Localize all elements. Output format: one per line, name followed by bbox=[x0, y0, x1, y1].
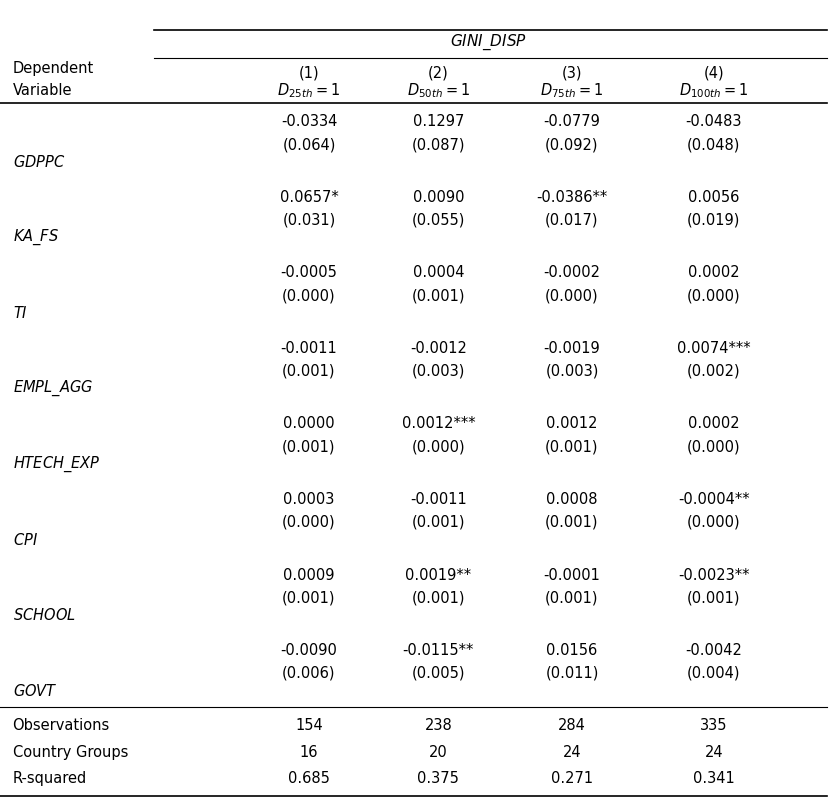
Text: Country Groups: Country Groups bbox=[13, 745, 128, 760]
Text: (0.000): (0.000) bbox=[687, 515, 741, 530]
Text: 0.271: 0.271 bbox=[551, 771, 593, 786]
Text: R-squared: R-squared bbox=[13, 771, 87, 786]
Text: (0.000): (0.000) bbox=[282, 515, 336, 530]
Text: 0.0056: 0.0056 bbox=[688, 190, 740, 205]
Text: 24: 24 bbox=[563, 745, 581, 760]
Text: (0.001): (0.001) bbox=[282, 363, 336, 379]
Text: -0.0011: -0.0011 bbox=[410, 492, 467, 507]
Text: 0.0012***: 0.0012*** bbox=[402, 417, 475, 431]
Text: $D_{50th}=1$: $D_{50th}=1$ bbox=[407, 81, 470, 101]
Text: (0.001): (0.001) bbox=[687, 590, 741, 605]
Text: $\it{KA\_FS}$: $\it{KA\_FS}$ bbox=[13, 228, 58, 247]
Text: (0.087): (0.087) bbox=[412, 137, 465, 152]
Text: 0.0090: 0.0090 bbox=[412, 190, 464, 205]
Text: (3): (3) bbox=[562, 66, 582, 80]
Text: (0.001): (0.001) bbox=[545, 515, 599, 530]
Text: (0.011): (0.011) bbox=[545, 666, 599, 680]
Text: Variable: Variable bbox=[13, 84, 72, 98]
Text: 0.0003: 0.0003 bbox=[283, 492, 335, 507]
Text: (0.000): (0.000) bbox=[545, 288, 599, 303]
Text: 0.685: 0.685 bbox=[288, 771, 330, 786]
Text: -0.0023**: -0.0023** bbox=[678, 568, 750, 582]
Text: (0.005): (0.005) bbox=[412, 666, 465, 680]
Text: $\it{SCHOOL}$: $\it{SCHOOL}$ bbox=[13, 607, 75, 623]
Text: $\it{HTECH\_EXP}$: $\it{HTECH\_EXP}$ bbox=[13, 454, 100, 474]
Text: (0.000): (0.000) bbox=[687, 439, 741, 454]
Text: (0.048): (0.048) bbox=[687, 137, 741, 152]
Text: $D_{25th}=1$: $D_{25th}=1$ bbox=[277, 81, 341, 101]
Text: 0.0008: 0.0008 bbox=[546, 492, 598, 507]
Text: (0.001): (0.001) bbox=[412, 515, 465, 530]
Text: 0.0074***: 0.0074*** bbox=[677, 341, 751, 356]
Text: (0.002): (0.002) bbox=[687, 363, 741, 379]
Text: (0.003): (0.003) bbox=[412, 363, 465, 379]
Text: -0.0334: -0.0334 bbox=[281, 114, 337, 130]
Text: 0.0012: 0.0012 bbox=[546, 417, 598, 431]
Text: (2): (2) bbox=[428, 66, 448, 80]
Text: -0.0115**: -0.0115** bbox=[402, 643, 474, 658]
Text: -0.0019: -0.0019 bbox=[544, 341, 600, 356]
Text: $\it{GINI\_DISP}$: $\it{GINI\_DISP}$ bbox=[450, 32, 527, 52]
Text: (0.092): (0.092) bbox=[545, 137, 599, 152]
Text: Dependent: Dependent bbox=[13, 62, 94, 76]
Text: 0.1297: 0.1297 bbox=[412, 114, 464, 130]
Text: -0.0005: -0.0005 bbox=[281, 265, 337, 281]
Text: (0.000): (0.000) bbox=[687, 288, 741, 303]
Text: (4): (4) bbox=[704, 66, 724, 80]
Text: 0.0156: 0.0156 bbox=[546, 643, 598, 658]
Text: 238: 238 bbox=[424, 719, 453, 733]
Text: Observations: Observations bbox=[13, 719, 109, 733]
Text: (0.064): (0.064) bbox=[282, 137, 336, 152]
Text: (0.001): (0.001) bbox=[412, 288, 465, 303]
Text: 0.375: 0.375 bbox=[418, 771, 459, 786]
Text: $D_{75th}=1$: $D_{75th}=1$ bbox=[540, 81, 604, 101]
Text: $\it{EMPL\_AGG}$: $\it{EMPL\_AGG}$ bbox=[13, 379, 93, 398]
Text: $\it{GDPPC}$: $\it{GDPPC}$ bbox=[13, 154, 65, 170]
Text: 0.0000: 0.0000 bbox=[283, 417, 335, 431]
Text: -0.0386**: -0.0386** bbox=[536, 190, 608, 205]
Text: $\it{TI}$: $\it{TI}$ bbox=[13, 305, 28, 321]
Text: -0.0004**: -0.0004** bbox=[678, 492, 750, 507]
Text: 0.0002: 0.0002 bbox=[688, 417, 740, 431]
Text: -0.0779: -0.0779 bbox=[544, 114, 600, 130]
Text: (0.000): (0.000) bbox=[282, 288, 336, 303]
Text: (0.001): (0.001) bbox=[282, 590, 336, 605]
Text: (0.003): (0.003) bbox=[545, 363, 599, 379]
Text: $D_{100th}=1$: $D_{100th}=1$ bbox=[679, 81, 749, 101]
Text: $\it{GOVT}$: $\it{GOVT}$ bbox=[13, 683, 58, 698]
Text: 0.0004: 0.0004 bbox=[412, 265, 464, 281]
Text: $\it{CPI}$: $\it{CPI}$ bbox=[13, 531, 38, 547]
Text: (1): (1) bbox=[299, 66, 319, 80]
Text: 0.0002: 0.0002 bbox=[688, 265, 740, 281]
Text: 0.0019**: 0.0019** bbox=[405, 568, 472, 582]
Text: (0.000): (0.000) bbox=[412, 439, 465, 454]
Text: (0.019): (0.019) bbox=[687, 212, 741, 228]
Text: (0.001): (0.001) bbox=[545, 590, 599, 605]
Text: 0.341: 0.341 bbox=[693, 771, 735, 786]
Text: 284: 284 bbox=[558, 719, 586, 733]
Text: (0.001): (0.001) bbox=[545, 439, 599, 454]
Text: -0.0012: -0.0012 bbox=[410, 341, 467, 356]
Text: 20: 20 bbox=[429, 745, 448, 760]
Text: (0.001): (0.001) bbox=[412, 590, 465, 605]
Text: -0.0090: -0.0090 bbox=[281, 643, 337, 658]
Text: 154: 154 bbox=[295, 719, 323, 733]
Text: -0.0011: -0.0011 bbox=[281, 341, 337, 356]
Text: (0.006): (0.006) bbox=[282, 666, 336, 680]
Text: (0.017): (0.017) bbox=[545, 212, 599, 228]
Text: -0.0001: -0.0001 bbox=[544, 568, 600, 582]
Text: 0.0657*: 0.0657* bbox=[280, 190, 338, 205]
Text: -0.0042: -0.0042 bbox=[686, 643, 742, 658]
Text: -0.0483: -0.0483 bbox=[686, 114, 742, 130]
Text: 335: 335 bbox=[701, 719, 727, 733]
Text: (0.031): (0.031) bbox=[282, 212, 336, 228]
Text: 24: 24 bbox=[705, 745, 723, 760]
Text: -0.0002: -0.0002 bbox=[544, 265, 600, 281]
Text: (0.004): (0.004) bbox=[687, 666, 741, 680]
Text: (0.001): (0.001) bbox=[282, 439, 336, 454]
Text: 0.0009: 0.0009 bbox=[283, 568, 335, 582]
Text: 16: 16 bbox=[300, 745, 318, 760]
Text: (0.055): (0.055) bbox=[412, 212, 465, 228]
